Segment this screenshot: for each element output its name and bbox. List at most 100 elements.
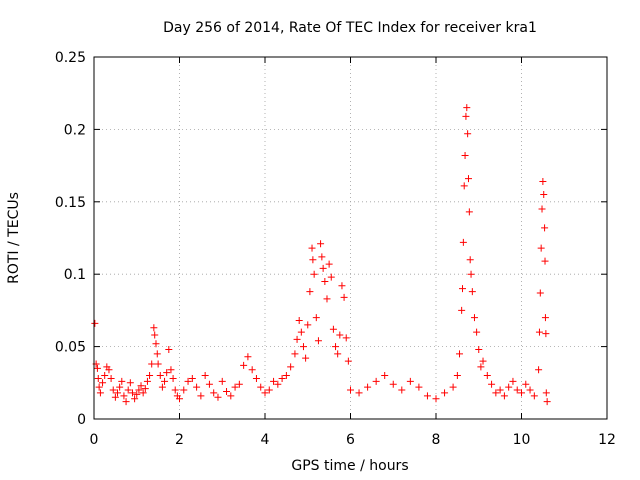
- y-tick-label: 0.25: [55, 50, 86, 66]
- data-point: [464, 130, 472, 138]
- data-point: [505, 383, 513, 391]
- data-point: [406, 377, 414, 385]
- data-point: [150, 324, 158, 332]
- data-point: [432, 395, 440, 403]
- data-point: [146, 372, 154, 380]
- data-point: [163, 369, 171, 377]
- data-point: [319, 264, 327, 272]
- data-point: [137, 382, 145, 390]
- data-point: [240, 361, 248, 369]
- data-point: [423, 392, 431, 400]
- data-point: [116, 383, 124, 391]
- data-point: [492, 389, 500, 397]
- data-point: [210, 389, 218, 397]
- data-point: [184, 377, 192, 385]
- data-point: [479, 357, 487, 365]
- data-point: [465, 208, 473, 216]
- data-point: [464, 175, 472, 183]
- x-tick-label: 2: [175, 432, 184, 448]
- data-point: [522, 380, 530, 388]
- data-point: [167, 366, 175, 374]
- data-point: [91, 319, 99, 327]
- data-point: [340, 293, 348, 301]
- data-point: [114, 389, 122, 397]
- data-point: [223, 387, 231, 395]
- data-point: [475, 345, 483, 353]
- data-point: [235, 380, 243, 388]
- data-point: [310, 270, 318, 278]
- data-point: [344, 357, 352, 365]
- y-tick-label: 0: [77, 412, 86, 428]
- data-point: [473, 328, 481, 336]
- data-point: [94, 374, 102, 382]
- data-point: [342, 334, 350, 342]
- data-point: [542, 389, 550, 397]
- data-point: [314, 337, 322, 345]
- data-point: [261, 389, 269, 397]
- data-point: [467, 270, 475, 278]
- x-tick-label: 6: [346, 432, 355, 448]
- data-point: [441, 389, 449, 397]
- data-point: [107, 374, 115, 382]
- data-point: [347, 386, 354, 394]
- x-axis-label: GPS time / hours: [291, 458, 408, 474]
- data-point: [295, 317, 303, 325]
- data-point: [536, 289, 544, 297]
- data-point: [197, 392, 205, 400]
- data-point: [274, 380, 282, 388]
- data-point: [535, 366, 543, 374]
- data-point: [156, 372, 164, 380]
- data-point: [398, 386, 406, 394]
- data-point: [126, 379, 134, 387]
- data-point: [297, 328, 305, 336]
- data-point: [135, 386, 143, 394]
- data-point: [257, 383, 265, 391]
- data-point: [456, 350, 464, 358]
- data-point: [154, 360, 162, 368]
- data-point: [118, 377, 126, 385]
- y-tick-label: 0.2: [64, 122, 86, 138]
- data-point: [364, 383, 372, 391]
- data-point: [355, 389, 363, 397]
- data-point: [460, 182, 468, 190]
- data-point: [537, 244, 545, 252]
- data-point: [120, 392, 128, 400]
- data-point: [453, 372, 461, 380]
- data-point: [323, 295, 331, 303]
- data-point: [133, 390, 141, 398]
- y-tick-label: 0.1: [64, 267, 86, 283]
- data-point: [291, 350, 299, 358]
- data-point: [459, 285, 467, 293]
- data-point: [278, 374, 286, 382]
- plot-frame: [93, 56, 608, 420]
- data-point: [96, 389, 104, 397]
- data-point: [99, 379, 107, 387]
- data-point: [325, 260, 333, 268]
- data-point: [372, 377, 380, 385]
- y-axis-label: ROTI / TECUs: [6, 192, 22, 284]
- data-point: [539, 178, 547, 186]
- data-point: [153, 350, 161, 358]
- data-point: [287, 363, 295, 371]
- data-point: [463, 104, 471, 112]
- data-point: [535, 328, 543, 336]
- data-point: [336, 331, 344, 339]
- data-point: [468, 288, 476, 296]
- data-point: [327, 273, 335, 281]
- data-point: [111, 393, 119, 401]
- x-tick-label: 12: [598, 432, 616, 448]
- data-point: [158, 383, 166, 391]
- data-point: [381, 372, 389, 380]
- data-point: [231, 383, 239, 391]
- data-point: [389, 380, 397, 388]
- data-point: [526, 386, 534, 394]
- data-point: [306, 288, 314, 296]
- data-point: [308, 244, 316, 252]
- data-point: [483, 372, 491, 380]
- data-point: [466, 256, 474, 264]
- data-point: [317, 240, 325, 248]
- data-point: [543, 398, 551, 406]
- x-tick-label: 10: [513, 432, 531, 448]
- data-point: [139, 389, 147, 397]
